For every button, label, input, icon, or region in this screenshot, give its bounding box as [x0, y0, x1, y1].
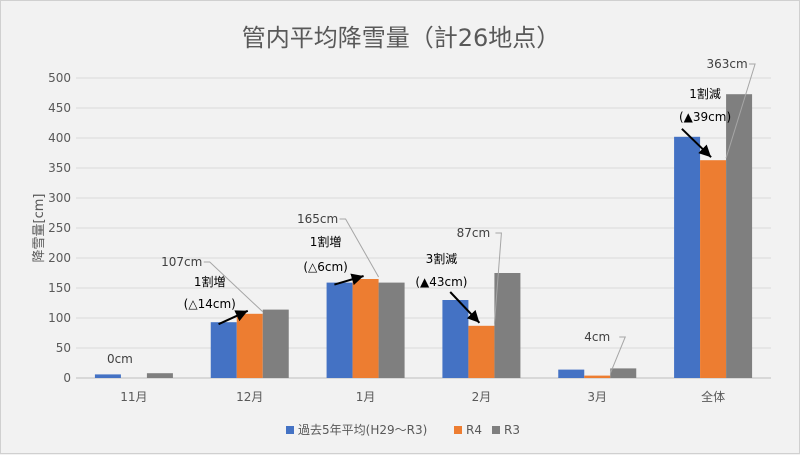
x-tick-label: 12月 — [236, 390, 263, 404]
leader-line — [203, 261, 264, 313]
bar-2月-R3 — [494, 273, 521, 378]
x-tick-label: 3月 — [587, 390, 607, 404]
bar-11月-過去5年平均(H29～R3) — [94, 374, 121, 378]
y-tick-label: 350 — [48, 161, 71, 175]
legend-label: 過去5年平均(H29～R3) — [298, 423, 427, 437]
bar-1月-R4 — [352, 279, 379, 378]
bar-3月-R3 — [610, 368, 637, 378]
x-tick-label: 11月 — [120, 390, 147, 404]
annotation-diff: (△14cm) — [184, 297, 236, 311]
x-tick-label: 1月 — [356, 390, 376, 404]
annotation-ratio: 1割減 — [689, 86, 721, 101]
leader-line — [493, 232, 502, 324]
y-tick-label: 250 — [48, 221, 71, 235]
bar-全体-過去5年平均(H29～R3) — [674, 136, 701, 378]
annotation-arrow — [218, 309, 249, 326]
data-label: 0cm — [107, 352, 133, 366]
legend-swatch — [286, 426, 294, 434]
legend-label: R3 — [504, 423, 520, 437]
annotation-ratio: 1割増 — [310, 234, 342, 249]
data-label: 165cm — [297, 212, 338, 226]
bar-3月-R4 — [584, 375, 611, 378]
y-axis-label: 降雪量[cm] — [32, 194, 47, 263]
y-tick-label: 400 — [48, 131, 71, 145]
leader-line — [339, 218, 380, 278]
bar-12月-R3 — [262, 309, 289, 378]
data-label: 363cm — [706, 57, 747, 71]
y-tick-label: 150 — [48, 281, 71, 295]
y-tick-label: 450 — [48, 101, 71, 115]
bar-1月-R3 — [378, 282, 405, 378]
bar-2月-過去5年平均(H29～R3) — [442, 300, 469, 378]
bar-2月-R4 — [468, 325, 495, 378]
bar-11月-R3 — [146, 373, 173, 378]
annotation-diff: (▲39cm) — [679, 110, 731, 124]
bar-12月-R4 — [236, 313, 263, 378]
annotation-ratio: 3割減 — [426, 251, 458, 266]
data-label: 87cm — [457, 226, 491, 240]
annotation-arrow — [681, 128, 712, 158]
bar-3月-過去5年平均(H29～R3) — [558, 369, 585, 378]
annotation-diff: (△6cm) — [303, 260, 348, 274]
y-tick-label: 300 — [48, 191, 71, 205]
bar-1月-過去5年平均(H29～R3) — [326, 282, 353, 378]
y-tick-label: 50 — [56, 341, 71, 355]
bar-全体-R3 — [726, 94, 753, 378]
x-tick-label: 全体 — [701, 389, 725, 404]
x-tick-label: 2月 — [472, 390, 492, 404]
legend-swatch — [492, 426, 500, 434]
y-tick-label: 200 — [48, 251, 71, 265]
y-tick-label: 100 — [48, 311, 71, 325]
y-tick-label: 0 — [63, 371, 71, 385]
chart-title: 管内平均降雪量（計26地点） — [242, 24, 561, 52]
annotation-diff: (▲43cm) — [415, 275, 467, 289]
legend-label: R4 — [466, 423, 482, 437]
annotation-ratio: 1割増 — [194, 274, 226, 289]
bar-12月-過去5年平均(H29～R3) — [210, 322, 237, 378]
data-label: 4cm — [584, 330, 610, 344]
y-tick-label: 500 — [48, 71, 71, 85]
leader-line — [609, 336, 626, 374]
bar-全体-R4 — [700, 160, 727, 378]
data-label: 107cm — [161, 255, 202, 269]
annotation-arrow — [334, 273, 364, 286]
leader-line — [725, 63, 756, 159]
legend-swatch — [454, 426, 462, 434]
annotation-arrow — [449, 291, 481, 324]
